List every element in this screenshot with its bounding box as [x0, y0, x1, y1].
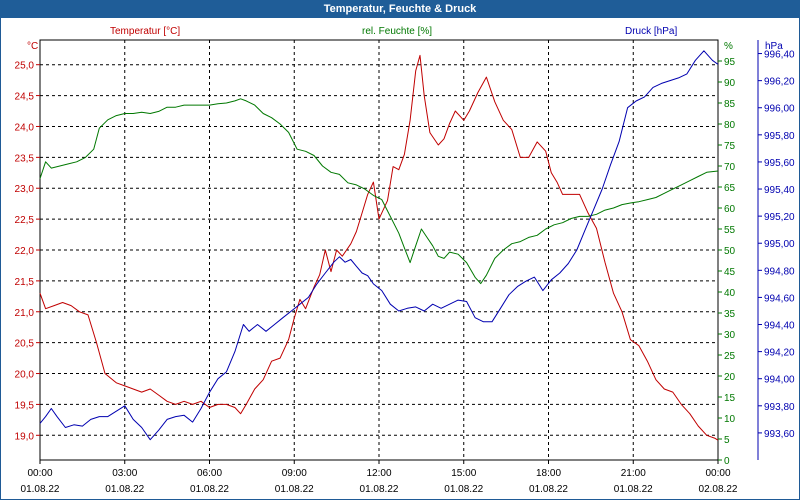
- x-tick-date-label: 01.08.22: [21, 484, 60, 495]
- pressure-tick-label: 995,20: [764, 212, 795, 223]
- pressure-tick-label: 995,40: [764, 185, 795, 196]
- temperature-tick-label: 23,5: [15, 153, 35, 164]
- legend-humidity: rel. Feuchte [%]: [362, 26, 432, 37]
- humidity-tick-label: 70: [724, 162, 736, 173]
- pressure-tick-label: 995,80: [764, 131, 795, 142]
- temperature-tick-label: 19,5: [15, 400, 35, 411]
- humidity-tick-label: 20: [724, 372, 736, 383]
- pressure-tick-label: 995,00: [764, 239, 795, 250]
- x-tick-time-label: 03:00: [112, 468, 137, 479]
- humidity-tick-label: 30: [724, 330, 736, 341]
- temperature-tick-label: 25,0: [15, 61, 35, 72]
- humidity-tick-label: 5: [724, 435, 730, 446]
- chart-title: Temperatur, Feuchte & Druck: [0, 0, 800, 18]
- x-tick-time-label: 06:00: [197, 468, 222, 479]
- x-tick-time-label: 00:00: [27, 468, 52, 479]
- pressure-tick-label: 996,20: [764, 77, 795, 88]
- pressure-tick-label: 996,00: [764, 104, 795, 115]
- humidity-tick-label: 85: [724, 99, 736, 110]
- x-tick-time-label: 18:00: [536, 468, 561, 479]
- pressure-tick-label: 994,00: [764, 375, 795, 386]
- humidity-tick-label: 25: [724, 351, 736, 362]
- x-tick-date-label: 01.08.22: [275, 484, 314, 495]
- humidity-tick-label: 75: [724, 141, 736, 152]
- temperature-tick-label: 24,5: [15, 92, 35, 103]
- x-tick-time-label: 15:00: [451, 468, 476, 479]
- humidity-tick-label: 65: [724, 183, 736, 194]
- humidity-series-line: [39, 98, 719, 285]
- legend-pressure: Druck [hPa]: [625, 26, 677, 37]
- temperature-tick-label: 21,5: [15, 277, 35, 288]
- x-tick-date-label: 01.08.22: [360, 484, 399, 495]
- temperature-tick-label: 20,5: [15, 339, 35, 350]
- pressure-tick-label: 993,80: [764, 402, 795, 413]
- humidity-tick-label: 90: [724, 78, 736, 89]
- pressure-tick-label: 994,60: [764, 293, 795, 304]
- humidity-tick-label: 80: [724, 120, 736, 131]
- pressure-tick-label: 994,40: [764, 321, 795, 332]
- x-tick-time-label: 09:00: [282, 468, 307, 479]
- temperature-tick-label: 22,5: [15, 215, 35, 226]
- temperature-tick-label: 24,0: [15, 122, 35, 133]
- temperature-tick-label: 23,0: [15, 184, 35, 195]
- temperature-tick-label: 22,0: [15, 246, 35, 257]
- pressure-series-line: [39, 50, 719, 441]
- humidity-tick-label: 15: [724, 393, 736, 404]
- humidity-tick-label: 35: [724, 309, 736, 320]
- temperature-tick-label: 19,0: [15, 431, 35, 442]
- pressure-tick-label: 996,40: [764, 50, 795, 61]
- pressure-tick-label: 993,60: [764, 429, 795, 440]
- humidity-tick-label: 55: [724, 225, 736, 236]
- x-tick-date-label: 02.08.22: [699, 484, 738, 495]
- humidity-tick-label: 50: [724, 246, 736, 257]
- humidity-tick-label: 40: [724, 288, 736, 299]
- x-tick-date-label: 01.08.22: [444, 484, 483, 495]
- pressure-tick-label: 994,20: [764, 348, 795, 359]
- x-tick-date-label: 01.08.22: [190, 484, 229, 495]
- x-tick-date-label: 01.08.22: [529, 484, 568, 495]
- x-tick-date-label: 01.08.22: [105, 484, 144, 495]
- x-tick-time-label: 12:00: [366, 468, 391, 479]
- x-tick-time-label: 00:00: [705, 468, 730, 479]
- temperature-tick-label: 20,0: [15, 370, 35, 381]
- temperature-unit-label: °C: [27, 41, 38, 52]
- pressure-tick-label: 994,80: [764, 266, 795, 277]
- humidity-tick-label: 60: [724, 204, 736, 215]
- legend-temperature: Temperatur [°C]: [110, 26, 180, 37]
- temperature-tick-label: 21,0: [15, 308, 35, 319]
- humidity-unit-label: %: [724, 41, 733, 52]
- x-tick-time-label: 21:00: [621, 468, 646, 479]
- temperature-series-line: [39, 54, 719, 441]
- pressure-unit-label: hPa: [765, 41, 783, 52]
- humidity-tick-label: 45: [724, 267, 736, 278]
- humidity-tick-label: 0: [724, 456, 730, 467]
- x-tick-date-label: 01.08.22: [614, 484, 653, 495]
- humidity-tick-label: 10: [724, 414, 736, 425]
- pressure-tick-label: 995,60: [764, 158, 795, 169]
- humidity-tick-label: 95: [724, 57, 736, 68]
